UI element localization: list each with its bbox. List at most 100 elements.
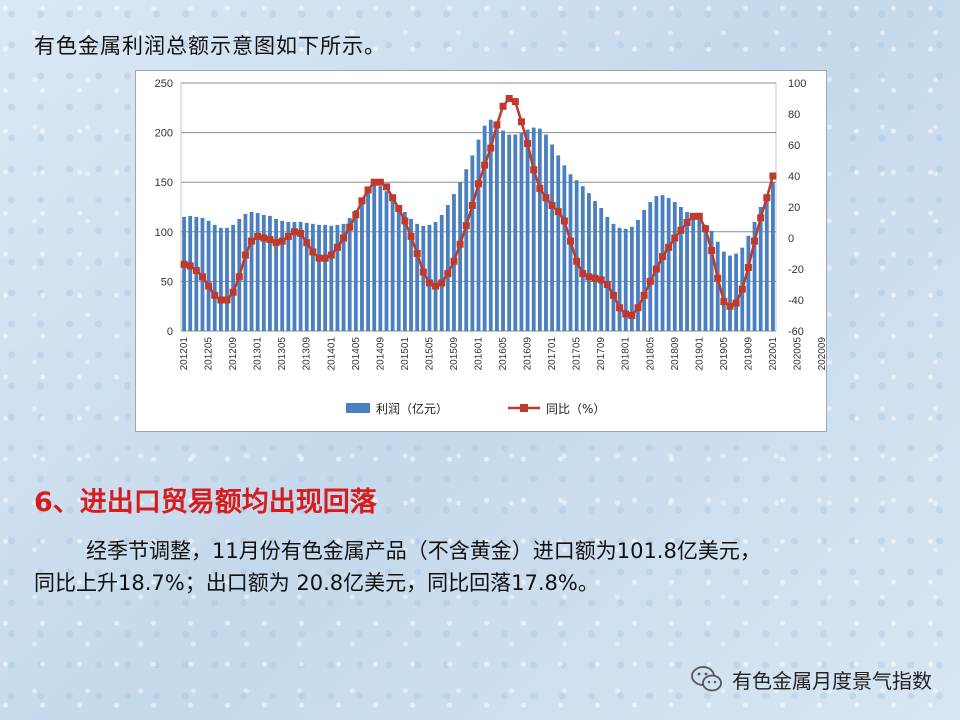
y-left-tick-label: 100 [155,227,173,239]
yoy-marker [744,263,752,271]
x-tick-label: 201309 [302,337,313,371]
profit-bar [353,209,358,331]
profit-bar [544,134,548,331]
profit-bar [623,228,628,331]
y-right-tick-label: 100 [788,78,806,90]
profit-bar [660,195,665,331]
yoy-marker [677,226,685,234]
yoy-marker [290,228,298,236]
yoy-marker [530,166,538,174]
profit-bar [752,221,757,331]
chart-svg: 0 50 100 150 200 250 -60 -40 -20 0 20 40 60 80 100 2012… [155,78,826,416]
yoy-marker [235,273,243,281]
yoy-marker [432,282,440,290]
x-tick-label: 201709 [596,337,607,371]
y-left-tick-label: 0 [167,326,173,338]
yoy-marker [738,285,746,293]
x-tick-label: 201905 [719,337,730,371]
profit-bar [335,224,340,331]
yoy-marker [634,304,642,312]
yoy-marker [327,251,335,259]
yoy-marker [419,268,427,276]
x-tick-label: 201305 [277,337,288,371]
yoy-marker [229,288,237,296]
yoy-marker [481,161,489,169]
yoy-marker [554,208,562,216]
x-tick-label: 201809 [670,337,681,371]
profit-bar [636,219,640,331]
yoy-marker [192,267,200,275]
yoy-marker [622,310,630,318]
profit-bar [537,128,542,331]
profit-bar [402,211,407,331]
yoy-marker [603,281,611,288]
profit-bar [531,127,536,331]
profit-bar [261,214,266,331]
yoy-marker [340,234,348,242]
yoy-marker [309,248,317,256]
x-tick-label: 201901 [694,337,705,371]
yoy-marker [591,274,599,282]
yoy-marker [585,273,593,281]
yoy-marker [652,265,660,273]
yoy-marker [468,201,476,209]
profit-bar [182,216,186,331]
profit-bar [329,225,334,331]
profit-bar [433,221,438,331]
x-tick-label: 201401 [326,337,337,371]
intro-text: 有色金属利润总额示意图如下所示。 [34,34,386,58]
yoy-marker [646,277,654,285]
profit-bar [525,129,530,331]
profit-bar [274,218,278,331]
profit-bar [721,251,726,331]
yoy-marker [536,184,544,192]
x-tick-label: 201801 [621,337,632,371]
profit-bar [280,220,285,331]
profit-bar [758,207,763,331]
x-tick-label: 201405 [351,337,362,371]
y-right-tick-label: 0 [788,233,794,245]
paragraph-line-2: 同比上升18.7%；出口额为 20.8亿美元，同比回落17.8%。 [34,571,599,595]
profit-bar [268,215,272,331]
profit-bar [568,174,573,331]
profit-bar [212,224,217,331]
yoy-marker [278,237,286,245]
yoy-marker [628,312,636,319]
yoy-marker [757,214,765,222]
profit-bar [593,201,597,331]
yoy-marker [665,243,673,251]
profit-bar [691,214,696,331]
profit-bar [409,218,413,331]
footer-brand: 有色金属月度景气指数 [690,664,932,694]
profit-bar [666,198,671,331]
profit-bar [703,224,708,331]
legend-swatch-profit [346,403,370,413]
profit-bar [715,241,720,331]
yoy-marker [517,118,525,126]
yoy-marker [695,212,703,220]
yoy-marker [321,254,329,262]
yoy-marker [438,279,446,287]
yoy-marker [450,257,458,265]
legend-swatch-yoy-marker [520,404,528,412]
x-tick-label: 201409 [375,337,386,371]
x-tick-label: 201301 [253,337,264,371]
yoy-marker [487,144,495,152]
yoy-marker [297,229,305,237]
profit-bar [734,253,739,331]
profit-bar [384,191,389,331]
profit-bar [231,224,236,331]
yoy-marker [382,183,390,191]
yoy-marker [708,246,716,254]
yoy-marker [254,232,262,240]
yoy-marker [364,186,372,194]
yoy-marker [389,194,397,202]
profit-bar [427,224,432,331]
y-right-tick-label: -60 [788,326,804,338]
yoy-marker [303,239,311,247]
profit-bar [746,235,751,331]
yoy-marker [640,291,648,299]
yoy-marker [395,205,403,213]
profit-bar [439,214,444,331]
profit-bar [445,205,450,331]
